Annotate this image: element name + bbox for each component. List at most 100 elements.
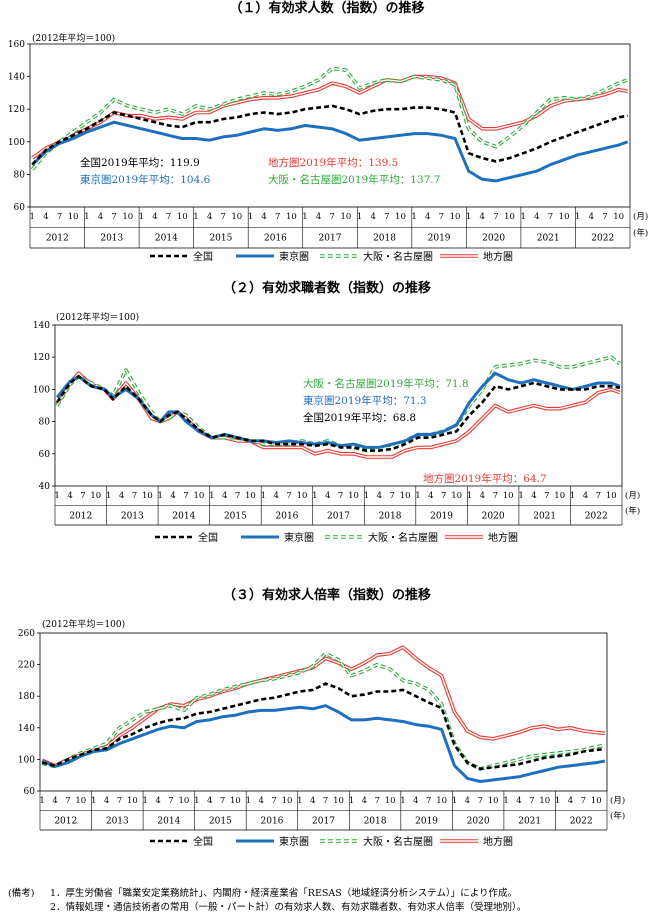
legend-label-regional: 地方圏 (483, 835, 513, 848)
month-tick-label: 10 (554, 491, 565, 501)
month-tick-label: 7 (596, 491, 601, 501)
year-label: 2013 (121, 512, 144, 522)
month-tick-label: 1 (193, 212, 198, 222)
month-tick-label: 10 (193, 491, 204, 501)
month-tick-label: 7 (374, 796, 379, 806)
month-tick-label: 1 (415, 491, 420, 501)
series-line-national (56, 375, 621, 452)
month-tick-label: 10 (68, 212, 79, 222)
year-label: 2014 (155, 234, 178, 244)
month-tick-label: 10 (142, 491, 153, 501)
month-tick-label: 10 (245, 491, 256, 501)
month-tick-label: 7 (286, 491, 291, 501)
month-tick-label: 7 (330, 212, 335, 222)
month-tick-label: 10 (230, 796, 241, 806)
month-tick-label: 1 (575, 212, 580, 222)
year-label: 2012 (54, 817, 77, 827)
annotation-tokyo: 東京圏2019年平均：104.6 (80, 173, 211, 186)
month-tick-label: 7 (132, 491, 137, 501)
legend-label-national: 全国 (193, 835, 213, 848)
month-tick-label: 4 (465, 796, 470, 806)
plot-frame (54, 324, 623, 487)
month-tick-label: 10 (297, 491, 308, 501)
year-label: 2015 (209, 234, 232, 244)
chart-panel-2: （２）有効求職者数（指数）の推移(2012年平均＝100)40608010012… (33, 280, 640, 544)
month-tick-label: 10 (127, 796, 138, 806)
y-tick-label: 80 (14, 170, 26, 180)
month-tick-label: 10 (333, 796, 344, 806)
month-tick-label: 1 (364, 491, 369, 501)
month-tick-label: 10 (348, 491, 359, 501)
month-tick-label: 10 (395, 212, 406, 222)
month-tick-label: 4 (568, 796, 573, 806)
year-label: 2012 (69, 512, 92, 522)
y-tick-label: 140 (33, 321, 50, 331)
month-tick-label: 7 (548, 212, 553, 222)
year-unit-label: (年) (633, 228, 648, 239)
month-tick-label: 10 (75, 796, 86, 806)
month-tick-label: 7 (220, 796, 225, 806)
y-tick-label: 60 (14, 203, 26, 213)
series-line-regional-inner (56, 372, 621, 458)
month-tick-label: 10 (436, 796, 447, 806)
series-line-tokyo (41, 704, 606, 783)
year-label: 2017 (319, 234, 342, 244)
month-tick-label: 7 (111, 212, 116, 222)
month-tick-label: 7 (117, 796, 122, 806)
month-tick-label: 1 (91, 796, 96, 806)
month-tick-label: 10 (340, 212, 351, 222)
month-tick-label: 1 (54, 491, 59, 501)
month-tick-label: 4 (43, 212, 48, 222)
series-line-osaka_nagoya-inner (41, 652, 606, 770)
month-tick-label: 7 (389, 491, 394, 501)
note-item-1: 1．厚生労働省「職業安定業務統計」、内閣府・経済産業省「RESAS（地域経済分析… (50, 888, 518, 899)
month-tick-label: 7 (426, 796, 431, 806)
year-label: 2016 (264, 234, 287, 244)
series-line-regional-inner (41, 646, 605, 767)
month-tick-label: 10 (122, 212, 133, 222)
plot-frame (39, 632, 608, 792)
y-tick-label: 220 (18, 661, 35, 671)
note-row-1: (備考) 1．厚生労働省「職業安定業務統計」、内閣府・経済産業省「RESAS（地… (8, 887, 648, 901)
month-tick-label: 7 (529, 796, 534, 806)
y-tick-label: 60 (24, 787, 36, 797)
notes: (備考) 1．厚生労働省「職業安定業務統計」、内閣府・経済産業省「RESAS（地… (8, 887, 648, 915)
year-label: 2021 (533, 512, 556, 522)
month-tick-label: 7 (323, 796, 328, 806)
year-label: 2022 (585, 512, 608, 522)
series-line-osaka_nagoya-inner (31, 67, 628, 170)
series-line-osaka_nagoya-inner (56, 356, 621, 452)
month-tick-label: 4 (377, 491, 382, 501)
chart-title: （３）有効求人倍率（指数）の推移 (223, 587, 431, 603)
month-tick-label: 4 (370, 212, 375, 222)
unit-note: (2012年平均＝100) (32, 32, 115, 44)
month-tick-label: 1 (158, 491, 163, 501)
month-unit-label: (月) (610, 795, 625, 806)
legend-label-tokyo: 東京圏 (279, 835, 309, 848)
year-label: 2019 (428, 234, 451, 244)
legend-label-osaka_nagoya: 大阪・名古屋圏 (368, 531, 438, 544)
y-tick-label: 140 (8, 73, 25, 83)
year-label: 2013 (100, 234, 123, 244)
month-tick-label: 10 (559, 212, 570, 222)
unit-note: (2012年平均＝100) (42, 618, 125, 630)
month-tick-label: 10 (591, 796, 602, 806)
annotation-tokyo: 東京圏2019年平均：71.3 (303, 394, 427, 407)
month-tick-label: 10 (231, 212, 242, 222)
month-tick-label: 4 (207, 796, 212, 806)
annotation-national: 全国2019年平均：68.8 (303, 411, 416, 424)
month-tick-label: 7 (275, 212, 280, 222)
month-tick-label: 1 (143, 796, 148, 806)
month-tick-label: 10 (606, 491, 617, 501)
month-tick-label: 1 (302, 212, 307, 222)
series-line-regional-inner (31, 75, 628, 159)
month-tick-label: 1 (503, 796, 508, 806)
month-unit-label: (月) (633, 211, 648, 222)
note-row-2: 2．情報処理・通信技術者の常用（一般・パート計）の有効求人数、有効求職者数、有効… (8, 901, 648, 915)
month-tick-label: 4 (534, 212, 539, 222)
legend-label-national: 全国 (198, 531, 218, 544)
month-tick-label: 1 (261, 491, 266, 501)
month-tick-label: 1 (312, 491, 317, 501)
month-tick-label: 4 (274, 491, 279, 501)
chart-title: （１）有効求人数（指数）の推移 (229, 0, 424, 16)
